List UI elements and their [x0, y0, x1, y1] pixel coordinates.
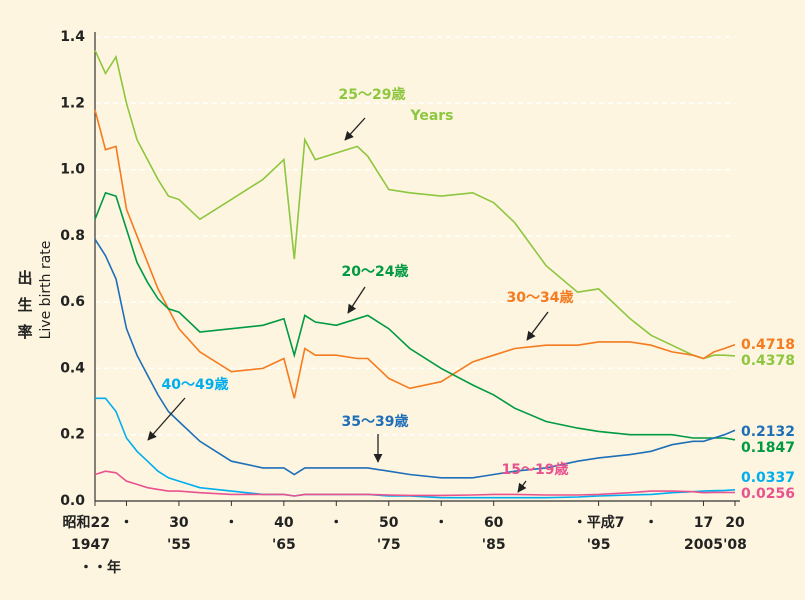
x-tick-label: 60 [484, 515, 504, 531]
x-tick-label-western: '08 [723, 537, 747, 553]
series-label: 35〜39歳 [342, 413, 409, 430]
end-value-label: 0.4718 [741, 337, 795, 353]
x-tick-label-western: '85 [482, 537, 506, 553]
y-axis-label: Live birth rate [38, 241, 54, 340]
y-tick-label: 0.8 [60, 228, 85, 244]
series-line [94, 470, 736, 497]
series-line [94, 191, 736, 441]
series-label: 15〜19歳 [502, 461, 569, 478]
annotation: Years [409, 108, 453, 124]
y-tick-label: 0.4 [60, 360, 85, 376]
x-tick-label: ・ [224, 515, 238, 531]
arrow [526, 311, 549, 341]
series-label: 40〜49歳 [162, 376, 229, 393]
end-value-label: 0.0337 [741, 470, 795, 486]
y-tick-label: 1.2 [60, 95, 85, 111]
x-tick-label-western: '55 [167, 537, 191, 553]
y-tick-label: 0.0 [60, 493, 85, 509]
x-tick-label: ・平成7 [573, 514, 625, 531]
x-tick-label: ・ [644, 515, 658, 531]
series-label: 20〜24歳 [342, 263, 409, 280]
x-tick-label: 20 [725, 515, 745, 531]
series-label: 30〜34歳 [507, 289, 574, 306]
x-tick-label-western: '65 [272, 537, 296, 553]
x-tick-label: 50 [379, 515, 399, 531]
y-tick-label: 0.2 [60, 427, 85, 443]
x-tick-label: 40 [274, 515, 294, 531]
x-tick-label-western: '75 [377, 537, 401, 553]
x-tick-label: ・ [119, 515, 133, 531]
x-tick-label-western: '95 [587, 537, 611, 553]
end-value-label: 0.0256 [741, 486, 795, 502]
x-tick-label-western: 2005 [684, 537, 723, 553]
x-tick-label: ・ [329, 515, 343, 531]
arrow [347, 286, 366, 314]
series-line [94, 49, 736, 360]
end-value-label: 0.4378 [741, 353, 795, 369]
x-tick-label: 30 [169, 515, 189, 531]
end-value-label: 0.1847 [741, 440, 795, 456]
x-tick-label: 昭和22 [63, 515, 110, 531]
x-tick-label-western: 1947 [71, 537, 110, 553]
arrow [517, 480, 527, 493]
y-axis-label-ja: 出生率 [16, 269, 34, 351]
arrow [344, 117, 366, 141]
y-tick-label: 1.0 [60, 162, 85, 178]
series-line [94, 238, 736, 479]
x-unit-label: ・・年 [79, 559, 121, 576]
x-tick-label: 17 [694, 515, 713, 531]
series-label: 25〜29歳 [339, 86, 406, 103]
series-line [94, 109, 736, 399]
arrow [147, 397, 186, 441]
y-tick-label: 0.6 [60, 294, 85, 310]
x-tick-label: ・ [434, 515, 448, 531]
y-tick-label: 1.4 [60, 29, 85, 45]
end-value-label: 0.2132 [741, 424, 795, 440]
